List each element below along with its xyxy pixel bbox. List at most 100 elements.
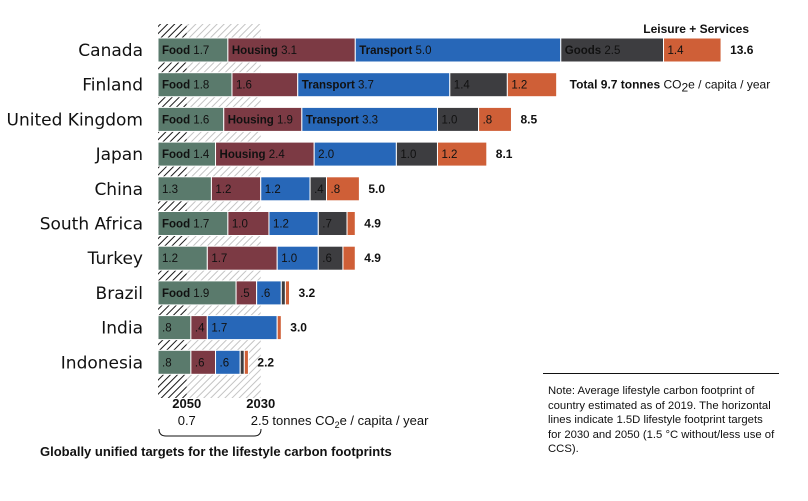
segment-label: 1.2 [441,149,457,161]
total-label: 4.9 [364,251,381,265]
segment-label: .6 [322,253,332,265]
segment-label: 1.2 [273,219,289,231]
bar-segment-transport [206,315,278,341]
segment-label: 1.0 [441,114,457,126]
segment-label: .6 [261,288,271,300]
bar-segment-housing [190,349,217,375]
bar-segment-leisure-services [346,211,356,236]
total-label: 5.0 [368,182,385,196]
total-label: 3.2 [299,286,316,300]
segment-label: 1.2 [511,80,527,92]
bar-segment-food [157,176,212,202]
country-label: Brazil [96,284,143,304]
country-row: United Kingdom Food 1.6 Housing 1.9 Transpo… [7,106,537,132]
country-row: Finland Food 1.8 1.6 Transport 3.7 1.4 1.2 Tot… [82,72,771,98]
total-label: 8.1 [496,147,513,161]
segment-label: .7 [322,219,332,231]
total-label: 2.2 [257,355,274,369]
segment-label: 1.2 [265,184,281,196]
bar-segment-food [157,211,229,236]
segment-label: Housing 1.9 [228,114,293,126]
country-label: South Africa [40,215,143,235]
target-bracket [158,428,262,437]
note-divider [543,373,779,374]
bar-segment-food [157,245,208,271]
country-label: China [94,180,143,200]
segment-label: 1.0 [281,253,297,265]
country-row: Turkey 1.2 1.7 1.0 .6 4.9 [87,245,381,271]
segment-label: Food 1.4 [162,149,210,161]
bar-segment-leisure-services [243,349,249,375]
bar-segment-goods [280,280,286,306]
segment-label: 1.4 [668,45,685,57]
segment-label: Transport 5.0 [359,45,431,57]
bar-segment-goods [395,141,438,167]
total-label: Total 9.7 tonnes CO2e / capita / year [570,78,771,95]
bar-segment-housing [227,37,356,63]
country-row: Indonesia .8 .6 .6 2.2 [61,349,274,375]
segment-label: 1.2 [215,184,231,196]
bar-segment-leisure-services [276,315,282,341]
segment-label: 1.3 [162,184,178,196]
country-row: India .8 .4 1.7 3.0 [101,315,307,341]
bar-segment-leisure-services [326,176,360,202]
target-axis: 2050 0.7 2030 2.5 tonnes CO2e / capita / ye… [40,396,429,459]
segment-label: .5 [240,288,250,300]
target-value-2050: 0.7 [178,413,196,428]
bar-segment-leisure-services [436,141,488,167]
bar-segment-goods [436,106,480,132]
target-year-2030: 2030 [246,396,275,411]
country-row: Japan Food 1.4 Housing 2.4 2.0 1.0 1.2 8.1 [95,141,513,167]
bar-segment-transport [215,349,241,375]
segment-label: Food 1.6 [162,114,209,126]
country-label: Canada [78,41,143,61]
segment-label: .8 [331,184,341,196]
bar-segment-housing [231,72,299,98]
country-label: India [101,319,143,339]
bar-segment-transport [354,37,562,63]
segment-label: Food 1.8 [162,80,209,92]
country-label: United Kingdom [7,110,143,130]
segment-label: Food 1.9 [162,288,209,300]
segment-label: .6 [195,357,205,369]
total-label: 4.9 [364,217,381,231]
total-label: 3.0 [290,321,307,335]
total-label: 8.5 [520,112,537,126]
bar-segment-transport [297,72,451,98]
bar-segment-goods [317,211,348,236]
bar-segment-leisure-services [506,72,558,98]
country-label: Indonesia [61,353,143,373]
bar-segment-food [157,141,217,167]
bar-segment-leisure-services [342,245,356,271]
country-row: South Africa Food 1.7 1.0 1.2 .7 4.9 [40,211,381,236]
bar-segment-transport [313,141,397,167]
targets-caption: Globally unified targets for the lifesty… [40,444,392,459]
bar-segment-housing [223,106,303,132]
bar-segment-goods [449,72,508,98]
segment-label: Transport 3.7 [302,80,374,92]
bar-segment-leisure-services [284,280,291,306]
country-row: Brazil Food 1.9 .5 .6 3.2 [96,280,316,306]
country-label: Finland [82,76,143,96]
segment-label: .8 [483,114,493,126]
bar-segment-transport [268,211,319,236]
segment-label: .6 [220,357,230,369]
segment-label: 2.0 [318,149,334,161]
bar-segment-transport [276,245,319,271]
bar-segment-leisure-services [478,106,512,132]
segment-label: 1.2 [162,253,178,265]
segment-label: Housing 3.1 [232,45,297,57]
target-value-2030: 2.5 tonnes CO2e / capita / year [251,413,429,430]
segment-label: 1.7 [211,323,227,335]
segment-label: Goods 2.5 [565,45,621,57]
bar-segment-goods [239,349,245,375]
bar-segment-food [157,280,237,306]
segment-label: 1.0 [400,149,416,161]
segment-label: Transport 3.3 [306,114,378,126]
bar-segment-transport [256,280,282,306]
target-year-2050: 2050 [172,396,201,411]
segment-label: Housing 2.4 [220,149,286,161]
segment-label: 1.6 [236,80,252,92]
segment-label: .4 [195,323,205,335]
